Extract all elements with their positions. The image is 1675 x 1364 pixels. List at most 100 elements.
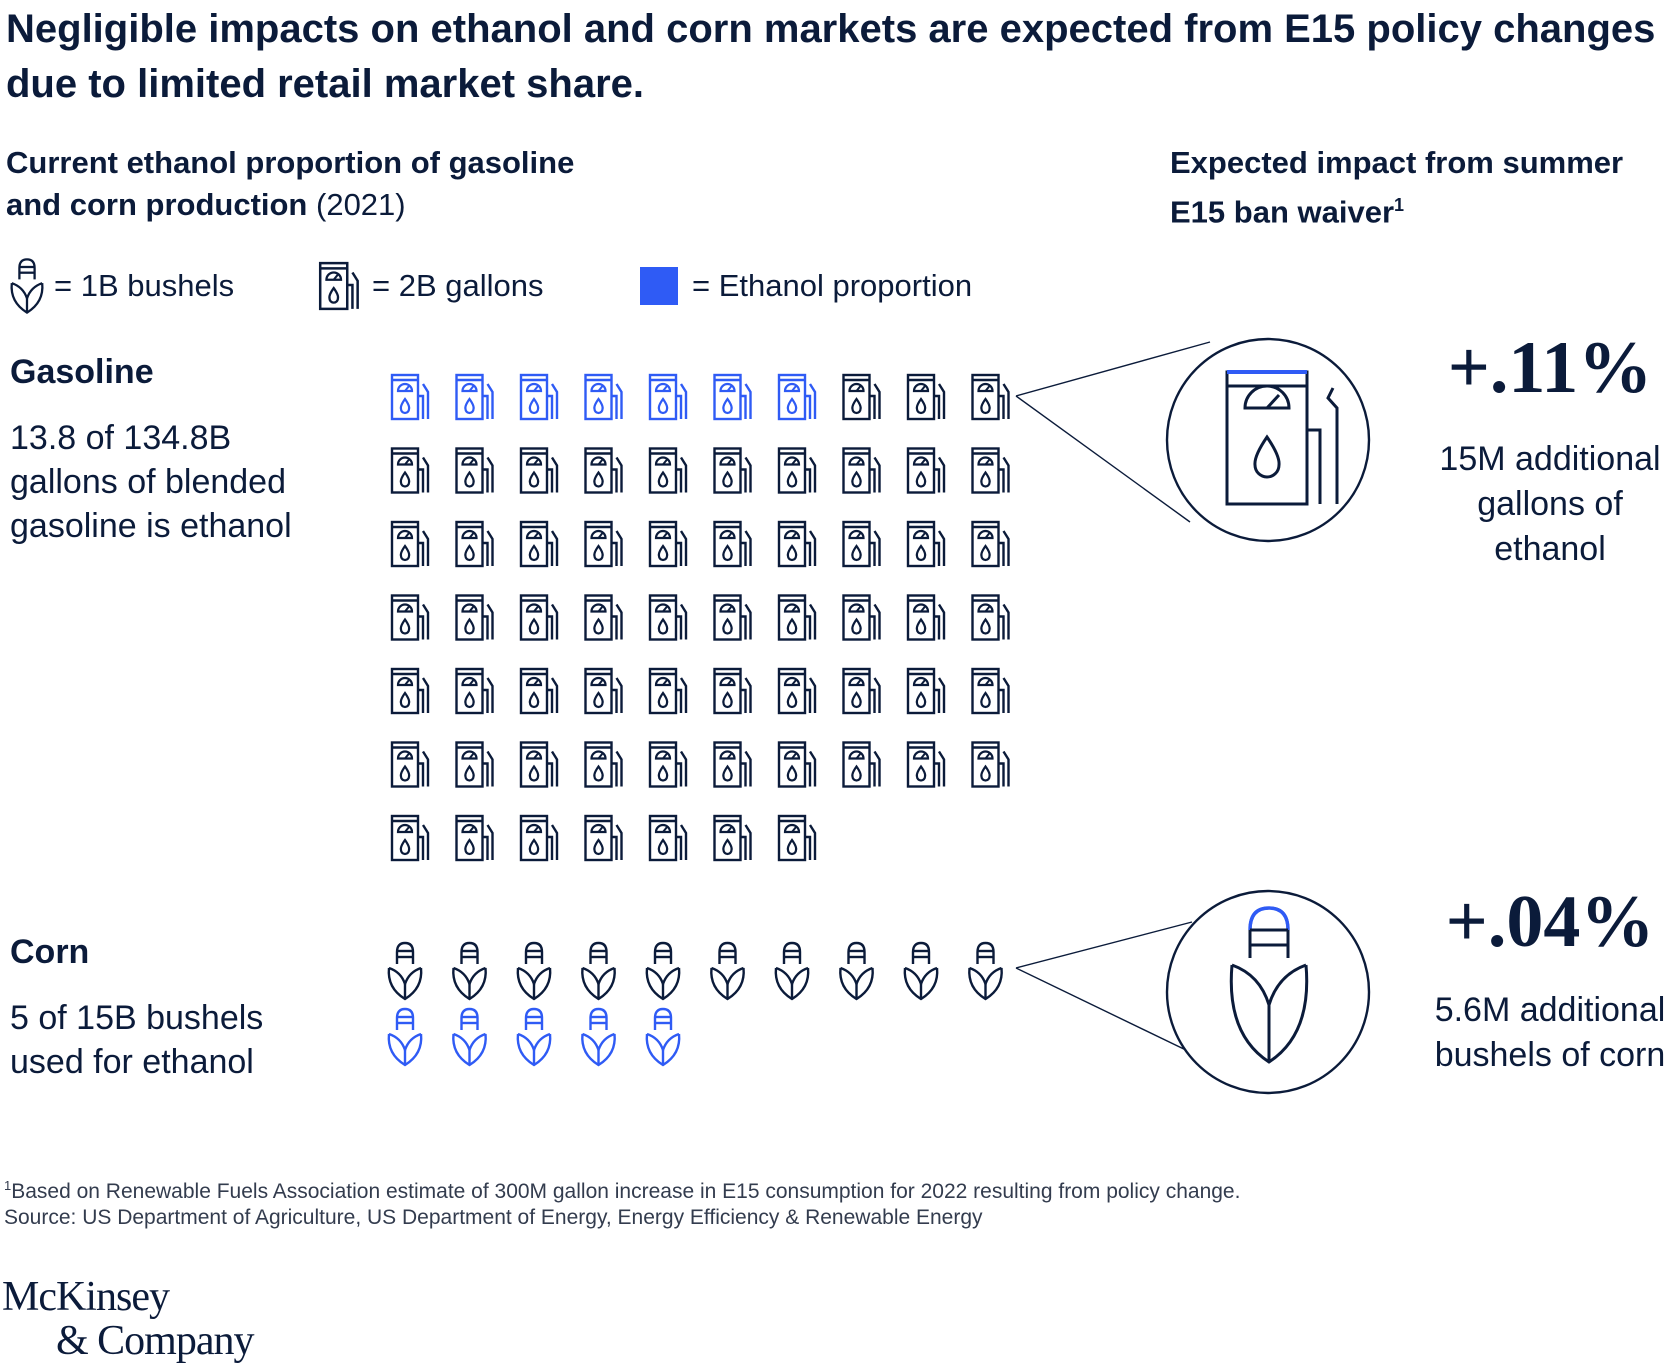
- corn-impact-value: +.04%: [1445, 881, 1655, 963]
- fuel-pump-icon: [519, 520, 559, 568]
- fuel-pump-icon: [971, 741, 1010, 788]
- fuel-pump-icon: [971, 373, 1010, 421]
- corn-icon: [968, 941, 1003, 1001]
- fuel-pump-icon: [713, 520, 752, 568]
- legend-pump-label: = 2B gallons: [372, 268, 544, 303]
- fuel-pump-icon: [648, 520, 688, 568]
- fuel-pump-icon: [390, 447, 430, 494]
- source-note: Source: US Department of Agriculture, US…: [4, 1206, 983, 1229]
- corn-icon: [645, 941, 681, 1001]
- left-heading-year: (2021): [316, 187, 406, 222]
- fuel-pump-icon-ethanol: [519, 373, 559, 421]
- left-heading: Current ethanol proportion of gasoline a…: [6, 142, 626, 226]
- corn-icon-ethanol: [581, 1007, 616, 1067]
- fuel-pump-icon: [455, 814, 494, 862]
- fuel-pump-icon: [584, 520, 623, 568]
- corn-impact-line: 5.6M additional: [1434, 991, 1666, 1029]
- corn-callout-circle: [1165, 889, 1371, 1095]
- corn-label: Corn: [10, 933, 90, 971]
- fuel-pump-icon: [390, 520, 430, 568]
- fuel-pump-icon: [584, 667, 623, 715]
- fuel-pump-icon: [519, 594, 559, 641]
- fuel-pump-icon-ethanol: [777, 373, 817, 421]
- corn-icon-ethanol: [387, 1007, 423, 1067]
- fuel-pump-icon: [842, 594, 881, 641]
- fuel-pump-icon: [777, 447, 817, 494]
- fuel-pump-icon: [777, 814, 817, 862]
- fuel-pump-icon: [455, 447, 494, 494]
- fuel-pump-icon: [906, 520, 946, 568]
- fuel-pump-icon: [455, 520, 494, 568]
- corn-icon: [774, 941, 810, 1001]
- fuel-pump-icon: [777, 667, 817, 715]
- fuel-pump-icon: [971, 447, 1010, 494]
- corn-impact-line: bushels of corn: [1434, 1036, 1666, 1074]
- fuel-pump-icon: [455, 667, 494, 715]
- gasoline-description: 13.8 of 134.8B gallons of blended gasoli…: [10, 416, 370, 548]
- fuel-pump-icon: [713, 447, 752, 494]
- fuel-pump-icon: [648, 594, 688, 641]
- mckinsey-logo: McKinsey & Company: [2, 1275, 254, 1363]
- fuel-pump-icon: [777, 594, 817, 641]
- corn-icon: [839, 941, 874, 1001]
- gasoline-impact-value: +.11%: [1447, 327, 1653, 409]
- corn-callout: [1015, 889, 1371, 1095]
- fuel-pump-icon-ethanol: [648, 373, 688, 421]
- corn-icon: [516, 941, 552, 1001]
- fuel-pump-icon: [971, 520, 1010, 568]
- fuel-pump-icon: [584, 447, 623, 494]
- fuel-pump-icon: [713, 741, 752, 788]
- corn-icon: [581, 941, 616, 1001]
- fuel-pump-icon: [777, 741, 817, 788]
- fuel-pump-icon-ethanol: [390, 373, 430, 421]
- corn-icon-ethanol: [645, 1007, 681, 1067]
- fuel-pump-icon: [390, 814, 430, 862]
- fuel-pump-icon: [906, 373, 946, 421]
- legend-corn: = 1B bushels: [8, 256, 234, 316]
- fuel-pump-icon: [971, 667, 1010, 715]
- callout-line: [1015, 967, 1191, 1053]
- corn-icon: [452, 941, 487, 1001]
- corn-description: 5 of 15B bushels used for ethanol: [10, 996, 370, 1084]
- corn-pictogram: [387, 941, 1003, 1067]
- footnote-text: Based on Renewable Fuels Association est…: [11, 1180, 1241, 1203]
- logo-line: McKinsey: [2, 1274, 170, 1320]
- gasoline-desc-line: 13.8 of 134.8B: [10, 419, 232, 457]
- corn-impact-description: 5.6M additional bushels of corn: [1400, 988, 1675, 1078]
- corn-icon-ethanol: [516, 1007, 552, 1067]
- fuel-pump-icon: [648, 447, 688, 494]
- ethanol-increment-mark: [1248, 906, 1290, 931]
- logo-line: & Company: [56, 1318, 254, 1364]
- fuel-pump-icon: [390, 594, 430, 641]
- fuel-pump-icon: [584, 814, 623, 862]
- chart-title: Negligible impacts on ethanol and corn m…: [6, 7, 1656, 106]
- fuel-pump-icon: [584, 594, 623, 641]
- legend-ethanol-label: = Ethanol proportion: [692, 268, 973, 303]
- fuel-pump-icon: [648, 814, 688, 862]
- corn-icon: [710, 941, 745, 1001]
- fuel-pump-icon-ethanol: [713, 373, 752, 421]
- corn-icon: [387, 941, 423, 1001]
- corn-icon: [10, 258, 44, 314]
- left-heading-bold: Current ethanol proportion of gasoline a…: [6, 145, 575, 222]
- fuel-pump-icon: [519, 741, 559, 788]
- legend-ethanol-swatch: [640, 267, 678, 305]
- gasoline-impact-line: gallons of: [1477, 485, 1623, 523]
- corn-icon-ethanol: [452, 1007, 487, 1067]
- gasoline-desc-line: gallons of blended: [10, 463, 287, 501]
- fuel-pump-icon: [842, 447, 881, 494]
- callout-line: [1015, 395, 1191, 523]
- legend-ethanol: = Ethanol proportion: [640, 256, 972, 316]
- fuel-pump-icon: [842, 373, 881, 421]
- corn-desc-line: used for ethanol: [10, 1043, 254, 1081]
- fuel-pump-icon: [519, 667, 559, 715]
- fuel-pump-icon: [584, 741, 623, 788]
- fuel-pump-icon: [971, 594, 1010, 641]
- large-corn-icon: [1229, 906, 1309, 1064]
- right-heading-text: Expected impact from summer E15 ban waiv…: [1170, 145, 1624, 230]
- callout-line: [1015, 341, 1211, 397]
- gasoline-impact-line: 15M additional: [1439, 440, 1661, 478]
- gasoline-pictogram: [390, 373, 1010, 862]
- fuel-pump-icon: [842, 520, 881, 568]
